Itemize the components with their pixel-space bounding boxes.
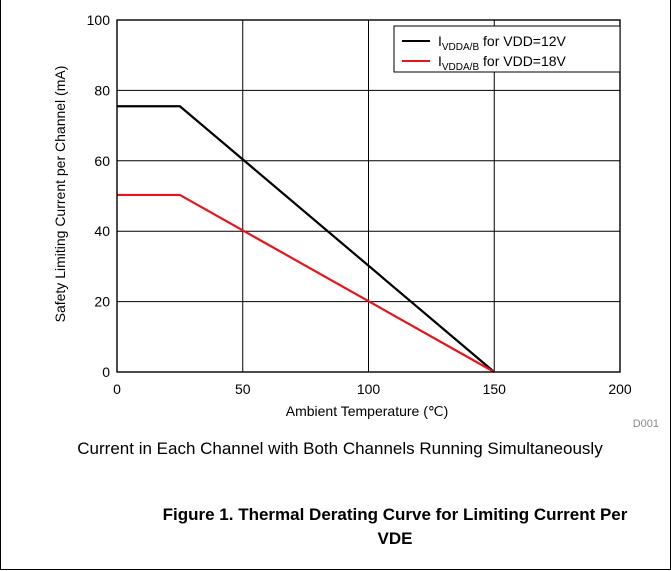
tick-labels: 0 50 100 150 200 0 20 40 60 80 100: [87, 12, 632, 397]
x-tick-label: 0: [113, 381, 121, 397]
series-line-18v: [117, 193, 495, 373]
y-tick-label: 100: [87, 12, 111, 28]
plot-area: [116, 19, 621, 373]
x-tick-label: 100: [357, 381, 381, 397]
figure-title-line-2: VDE: [377, 529, 413, 548]
x-axis-label: Ambient Temperature (℃): [286, 403, 449, 419]
derating-chart: 0 50 100 150 200 0 20 40 60 80 100 Ambient Tempera…: [52, 12, 659, 430]
x-tick-label: 50: [235, 381, 251, 397]
legend-entry-12v: IVDDA/B for VDD=12V: [438, 33, 567, 53]
series-line-12v: [117, 105, 495, 373]
chart-grid: [117, 20, 620, 372]
figure-title: Figure 1. Thermal Derating Curve for Lim…: [100, 503, 671, 551]
legend: IVDDA/B for VDD=12V IVDDA/B for VDD=18V: [393, 25, 621, 73]
y-axis-label: Safety Limiting Current per Channel (mA): [52, 66, 68, 323]
chart-series: [117, 105, 495, 373]
legend-entry-18v: IVDDA/B for VDD=18V: [438, 53, 567, 73]
y-tick-label: 20: [94, 294, 110, 310]
x-tick-label: 200: [608, 381, 632, 397]
x-tick-label: 150: [483, 381, 507, 397]
figure-title-line-1: Figure 1. Thermal Derating Curve for Lim…: [162, 505, 628, 524]
y-tick-label: 0: [102, 364, 110, 380]
figure-code-label: D001: [633, 418, 659, 430]
y-tick-label: 60: [94, 153, 110, 169]
chart-caption: Current in Each Channel with Both Channe…: [77, 439, 603, 458]
y-tick-label: 40: [94, 223, 110, 239]
y-tick-label: 80: [94, 82, 110, 98]
